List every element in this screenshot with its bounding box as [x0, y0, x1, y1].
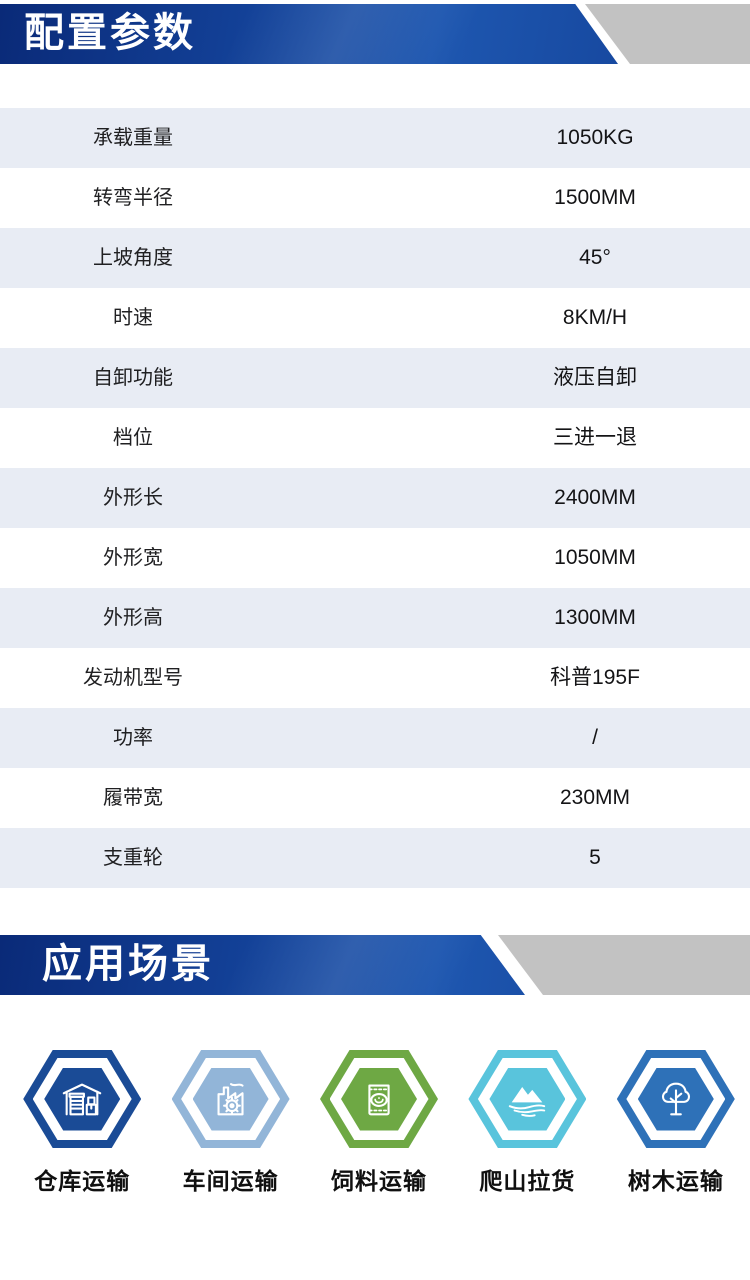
banner-blue-shape	[0, 4, 618, 64]
spec-table-row: 自卸功能 液压自卸	[0, 348, 750, 408]
hexagon-inner	[489, 1067, 566, 1131]
feed-bag-icon	[368, 1084, 390, 1116]
tree-icon	[661, 1082, 690, 1116]
spec-label: 外形宽	[103, 547, 163, 569]
spec-table-row: 支重轮 5	[0, 828, 750, 888]
warehouse-icon	[62, 1083, 102, 1116]
hexagon-ring-gap	[329, 1058, 429, 1140]
spec-label: 上坡角度	[93, 247, 173, 269]
spec-table-row: 发动机型号 科普195F	[0, 648, 750, 708]
spec-value: 1050KG	[556, 126, 634, 149]
spec-table-row: 档位 三进一退	[0, 408, 750, 468]
scene-label: 树木运输	[627, 1168, 724, 1194]
hexagon-outer	[468, 1050, 587, 1148]
spec-table-row: 承载重量 1050KG	[0, 108, 750, 168]
scene-item: 树木运输	[602, 1050, 750, 1196]
spec-label: 外形高	[103, 607, 163, 629]
hexagon-ring-gap	[477, 1058, 577, 1140]
scenes-section-banner: 应用场景	[0, 935, 750, 995]
hexagon-outer	[320, 1050, 439, 1148]
spec-value: 5	[589, 846, 601, 869]
scenes-section-title: 应用场景	[42, 942, 214, 986]
hexagon-ring-gap	[32, 1058, 132, 1140]
spec-table-row: 功率 /	[0, 708, 750, 768]
spec-value: 230MM	[559, 786, 631, 809]
banner-gray-shape	[498, 935, 750, 995]
spec-value: 1050MM	[554, 546, 636, 569]
spec-label: 外形长	[103, 487, 163, 509]
hexagon-inner	[637, 1067, 714, 1131]
hexagon-inner	[192, 1067, 269, 1131]
spec-label: 自卸功能	[93, 367, 173, 389]
spec-table-row: 外形宽 1050MM	[0, 528, 750, 588]
spec-table-row: 外形高 1300MM	[0, 588, 750, 648]
mountain-river-icon	[509, 1087, 546, 1117]
spec-label: 发动机型号	[83, 667, 183, 689]
hexagon-inner	[44, 1067, 121, 1131]
scene-label: 饲料运输	[331, 1168, 428, 1194]
hexagon-outer	[616, 1050, 735, 1148]
scenes-row: 仓库运输 车间运输 饲料运输	[0, 1050, 750, 1196]
scene-label: 仓库运输	[34, 1168, 131, 1194]
spec-label: 功率	[113, 727, 153, 749]
banner-blue-shape	[0, 935, 525, 995]
spec-table-row: 时速 8KM/H	[0, 288, 750, 348]
specs-section-title: 配置参数	[24, 11, 196, 55]
spec-label: 转弯半径	[93, 187, 173, 209]
hexagon-ring-gap	[626, 1058, 726, 1140]
scene-item: 饲料运输	[305, 1050, 453, 1196]
hexagon-outer	[171, 1050, 290, 1148]
spec-table: 承载重量 1050KG 转弯半径 1500MM 上坡角度 45° 时速 8KM/…	[0, 108, 750, 888]
scene-label: 爬山拉货	[479, 1168, 576, 1194]
spec-label: 时速	[113, 307, 153, 329]
scene-label: 车间运输	[182, 1168, 279, 1194]
scene-item: 仓库运输	[8, 1050, 156, 1196]
spec-label: 承载重量	[93, 127, 173, 149]
spec-value: 8KM/H	[562, 306, 628, 329]
spec-value: 45°	[579, 246, 611, 269]
spec-value: 科普195F	[550, 666, 640, 689]
spec-value: 1300MM	[554, 606, 636, 629]
spec-table-row: 履带宽 230MM	[0, 768, 750, 828]
spec-value: 1500MM	[554, 186, 636, 209]
spec-label: 支重轮	[103, 847, 163, 869]
hexagon-outer	[23, 1050, 142, 1148]
scene-item: 爬山拉货	[453, 1050, 601, 1196]
spec-value: 液压自卸	[553, 366, 637, 389]
hexagon-inner	[341, 1067, 418, 1131]
spec-table-row: 转弯半径 1500MM	[0, 168, 750, 228]
hexagon-ring-gap	[181, 1058, 281, 1140]
spec-value: 三进一退	[553, 426, 637, 449]
spec-label: 档位	[113, 427, 153, 449]
specs-section-banner: 配置参数	[0, 4, 750, 64]
spec-label: 履带宽	[103, 787, 163, 809]
scene-item: 车间运输	[156, 1050, 304, 1196]
spec-value: /	[592, 726, 598, 749]
spec-value: 2400MM	[554, 486, 636, 509]
factory-gear-icon	[217, 1083, 244, 1116]
spec-table-row: 上坡角度 45°	[0, 228, 750, 288]
spec-table-row: 外形长 2400MM	[0, 468, 750, 528]
